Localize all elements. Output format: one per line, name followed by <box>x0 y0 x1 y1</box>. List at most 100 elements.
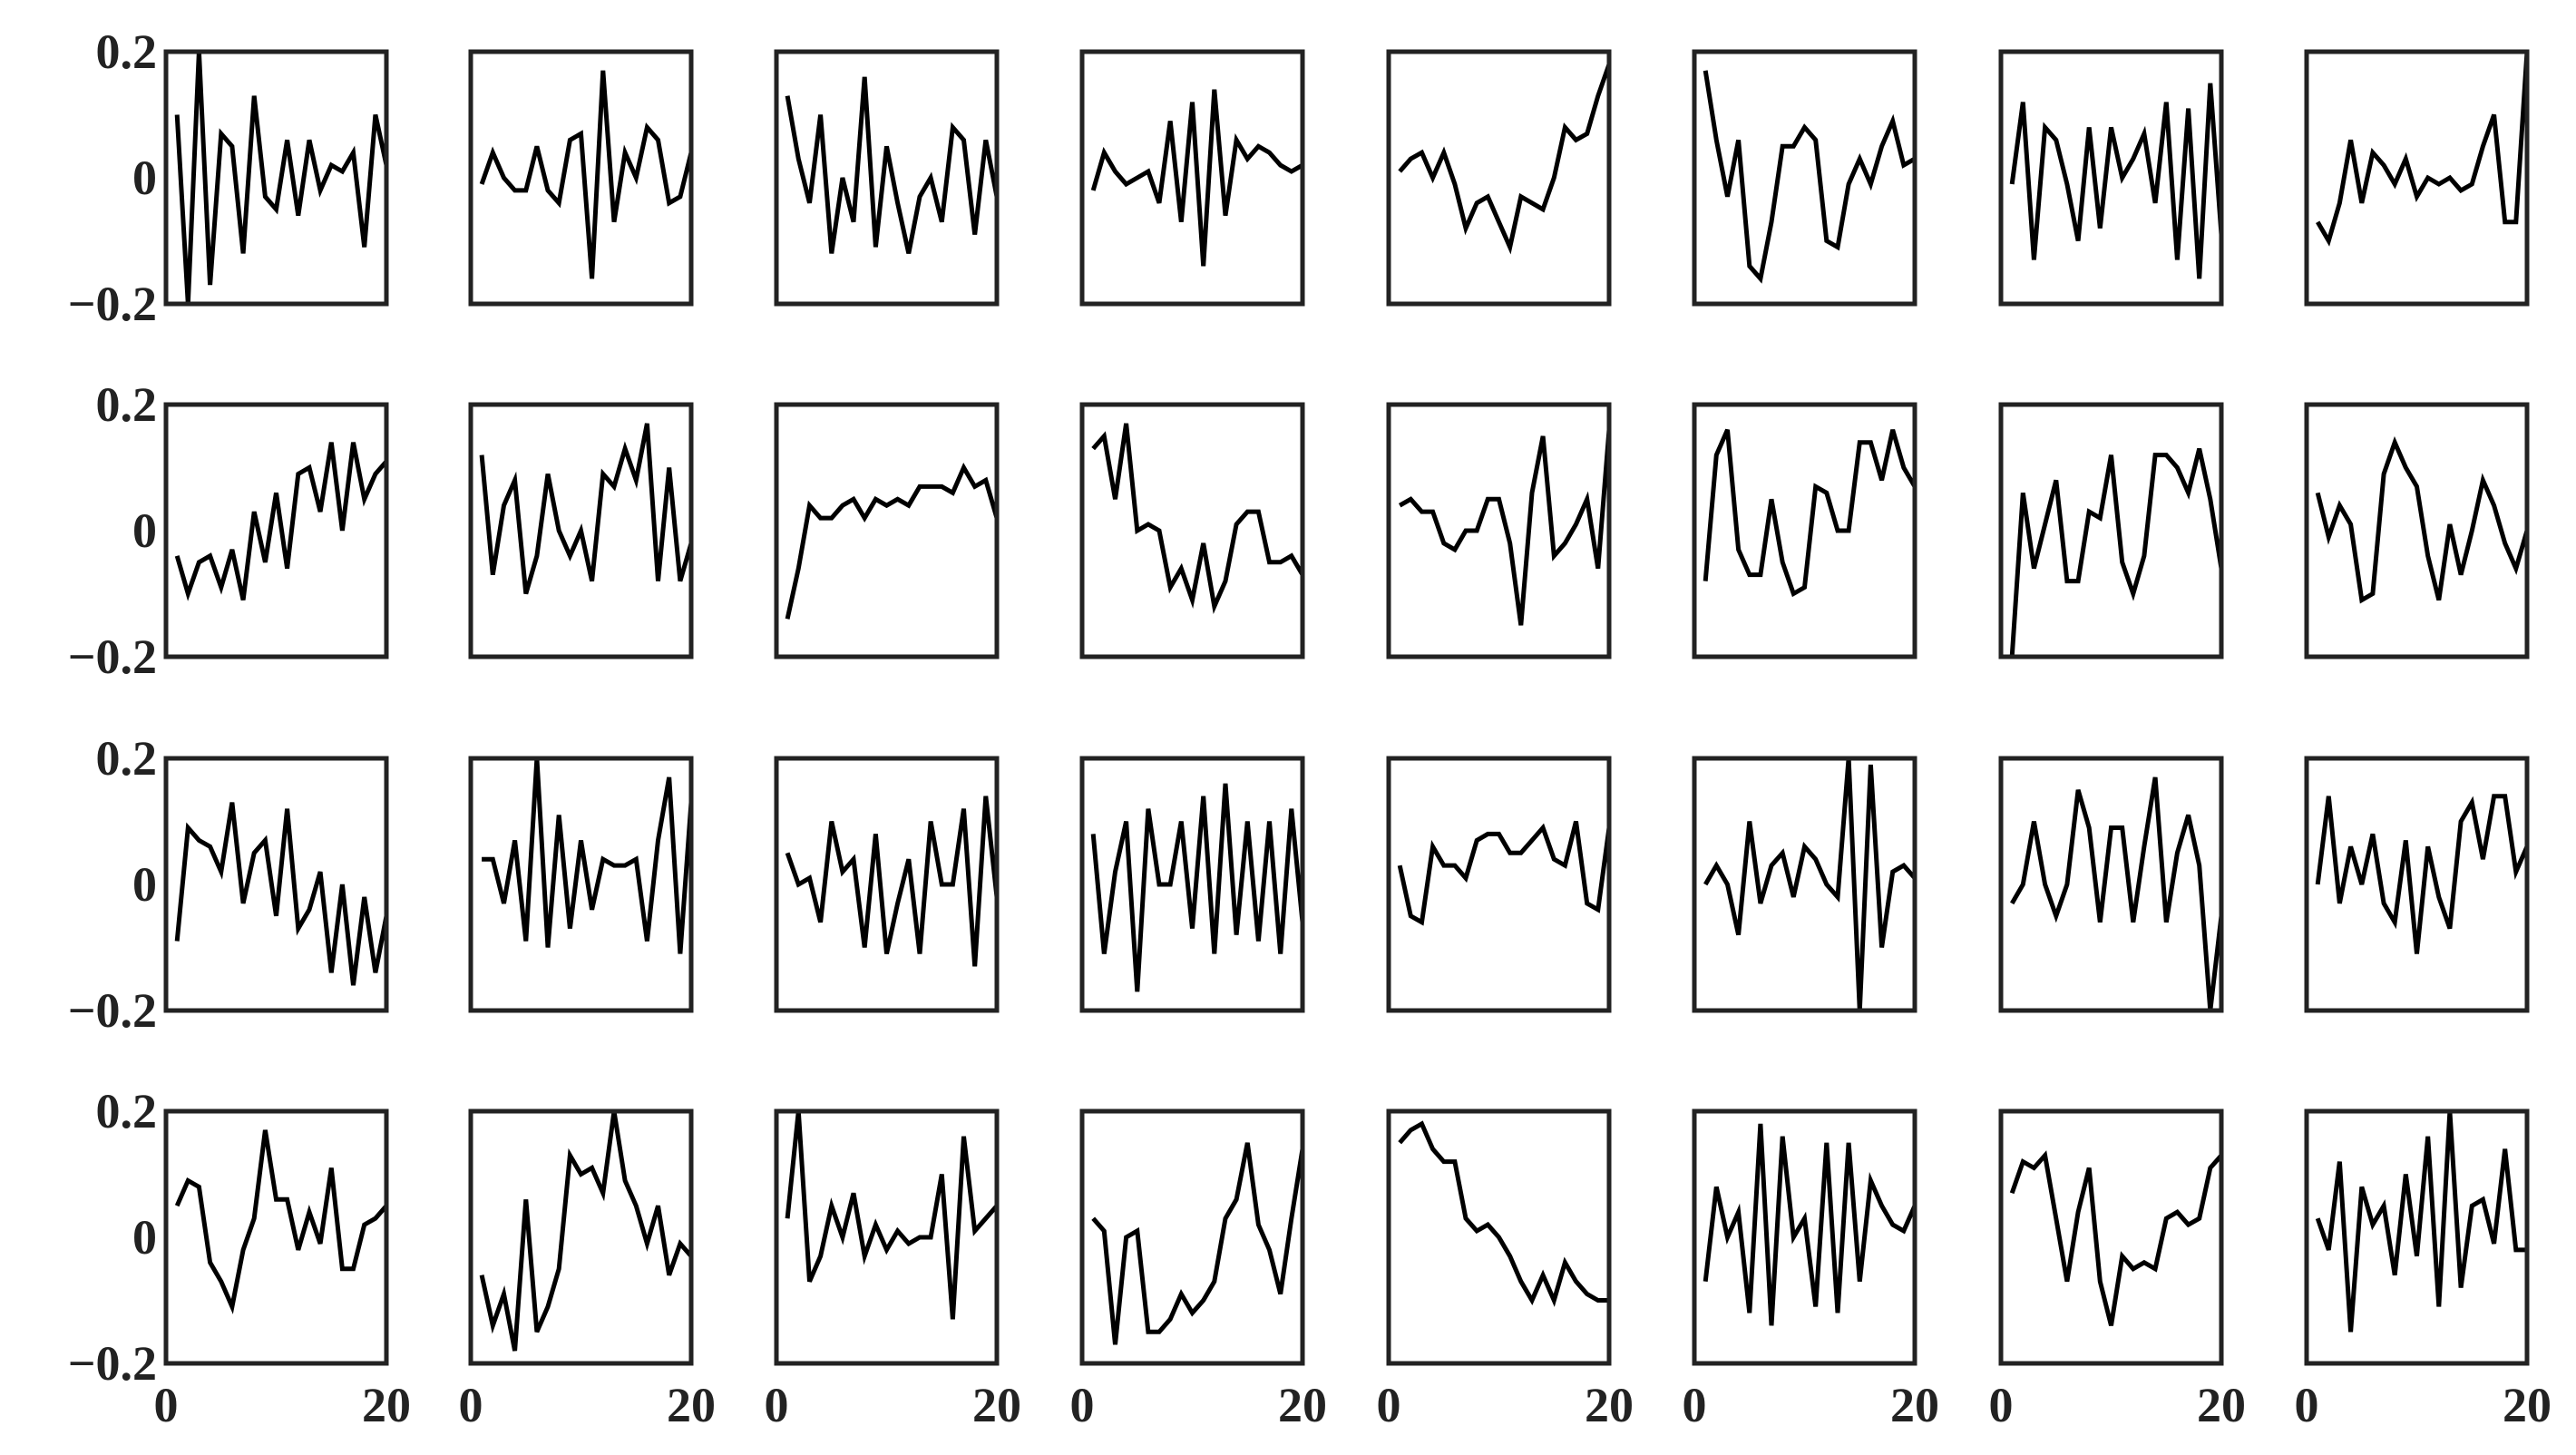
panel-frame <box>163 1108 389 1366</box>
panel-frame <box>1998 1108 2224 1366</box>
x-tick-label: 20 <box>1585 1378 1634 1432</box>
panel-frame <box>1998 756 2224 1013</box>
series-line <box>1091 1142 1303 1345</box>
panel-frame <box>1079 756 1305 1013</box>
series-line <box>479 70 691 279</box>
panel-r1-c6 <box>1692 49 1917 307</box>
panel-r2-c4 <box>1079 402 1305 659</box>
series-line <box>785 1111 997 1320</box>
panel-r1-c4 <box>1079 49 1305 307</box>
panel-frame <box>2304 402 2530 659</box>
x-tick-label: 0 <box>2295 1378 2319 1432</box>
panel-frame <box>1692 402 1917 659</box>
panel-r2-c3 <box>774 402 1000 659</box>
x-tick-label: 0 <box>1989 1378 2014 1432</box>
x-tick-label: 20 <box>2503 1378 2552 1432</box>
panel-r2-c6 <box>1692 402 1917 659</box>
series-line <box>174 442 386 601</box>
panel-frame <box>468 1108 694 1366</box>
series-line <box>2315 435 2527 604</box>
panel-frame <box>2304 1108 2530 1366</box>
x-tick-label: 20 <box>362 1378 411 1432</box>
series-line <box>1703 758 1915 1011</box>
panel-r3-c7 <box>1998 756 2224 1013</box>
panel-r1-c2 <box>468 49 694 307</box>
panel-frame <box>1079 1108 1305 1366</box>
series-line <box>1091 423 1303 614</box>
y-tick-label: 0 <box>132 503 157 558</box>
panel-frame <box>1386 402 1612 659</box>
panel-frame <box>1386 49 1612 307</box>
y-tick-label: 0.2 <box>96 731 158 786</box>
series-line <box>2009 83 2221 279</box>
panel-frame <box>1998 402 2224 659</box>
y-tick-label: −0.2 <box>68 630 157 684</box>
panel-r3-c6 <box>1692 756 1917 1013</box>
panel-frame <box>163 756 389 1013</box>
series-line <box>482 758 691 954</box>
panel-r4-c4: 0 20 <box>1070 1108 1327 1432</box>
panel-r2-c5 <box>1386 402 1612 659</box>
series-line <box>2009 447 2221 657</box>
y-tick-label: 0 <box>132 857 157 912</box>
panel-r1-c3 <box>774 49 1000 307</box>
x-tick-label: 20 <box>667 1378 716 1432</box>
series-line <box>174 802 386 986</box>
panel-frame <box>468 49 694 307</box>
series-line <box>479 423 691 595</box>
panel-frame <box>1692 1108 1917 1366</box>
panel-frame <box>2304 756 2530 1013</box>
panel-r4-c5: 0 20 <box>1377 1108 1634 1432</box>
x-tick-label: 0 <box>1377 1378 1401 1432</box>
panel-frame <box>774 756 1000 1013</box>
series-line <box>785 796 997 967</box>
panel-frame <box>1079 49 1305 307</box>
panel-frame <box>468 756 694 1013</box>
panel-r3-c1: 0.2 0 −0.2 <box>68 731 389 1038</box>
series-line <box>174 52 386 304</box>
panel-r3-c8 <box>2304 756 2530 1013</box>
panel-r4-c8: 0 20 <box>2295 1108 2552 1432</box>
panel-r2-c8 <box>2304 402 2530 659</box>
x-tick-label: 0 <box>1070 1378 1095 1432</box>
series-line <box>1703 70 1915 284</box>
x-tick-label: 20 <box>2197 1378 2246 1432</box>
series-line <box>2009 1150 2221 1326</box>
x-tick-label: 0 <box>154 1378 179 1432</box>
panel-frame <box>1998 49 2224 307</box>
panel-r4-c6: 0 20 <box>1683 1108 1939 1432</box>
panel-r3-c2 <box>468 756 694 1013</box>
y-tick-label: 0.2 <box>96 1084 158 1138</box>
panel-r1-c7 <box>1998 49 2224 307</box>
series-line <box>1090 89 1303 267</box>
panel-r2-c2 <box>468 402 694 659</box>
series-line <box>2315 794 2527 954</box>
x-tick-label: 0 <box>765 1378 789 1432</box>
panel-frame <box>1386 756 1612 1013</box>
panel-r3-c3 <box>774 756 1000 1013</box>
series-line <box>479 1111 691 1352</box>
panel-r3-c5 <box>1386 756 1612 1013</box>
series-line <box>1703 428 1915 598</box>
series-line <box>2315 1111 2527 1333</box>
series-line <box>1398 1120 1609 1307</box>
panel-frame <box>1079 402 1305 659</box>
x-tick-label: 20 <box>972 1378 1021 1432</box>
panel-frame <box>1692 756 1917 1013</box>
panel-frame <box>468 402 694 659</box>
panel-r2-c7 <box>1998 402 2224 659</box>
series-line <box>785 462 997 620</box>
panel-r1-c5 <box>1386 49 1612 307</box>
panel-r3-c4 <box>1079 756 1305 1013</box>
series-line <box>1397 820 1609 926</box>
x-tick-label: 20 <box>1278 1378 1327 1432</box>
panel-frame <box>163 402 389 659</box>
y-tick-label: 0.2 <box>96 24 158 79</box>
panel-frame <box>774 402 1000 659</box>
x-tick-label: 20 <box>1890 1378 1939 1432</box>
series-line <box>1703 1123 1915 1326</box>
panel-r1-c8 <box>2304 49 2530 307</box>
y-tick-label: −0.2 <box>68 983 157 1038</box>
series-line <box>1398 429 1609 626</box>
panel-r4-c3: 0 20 <box>765 1108 1021 1432</box>
